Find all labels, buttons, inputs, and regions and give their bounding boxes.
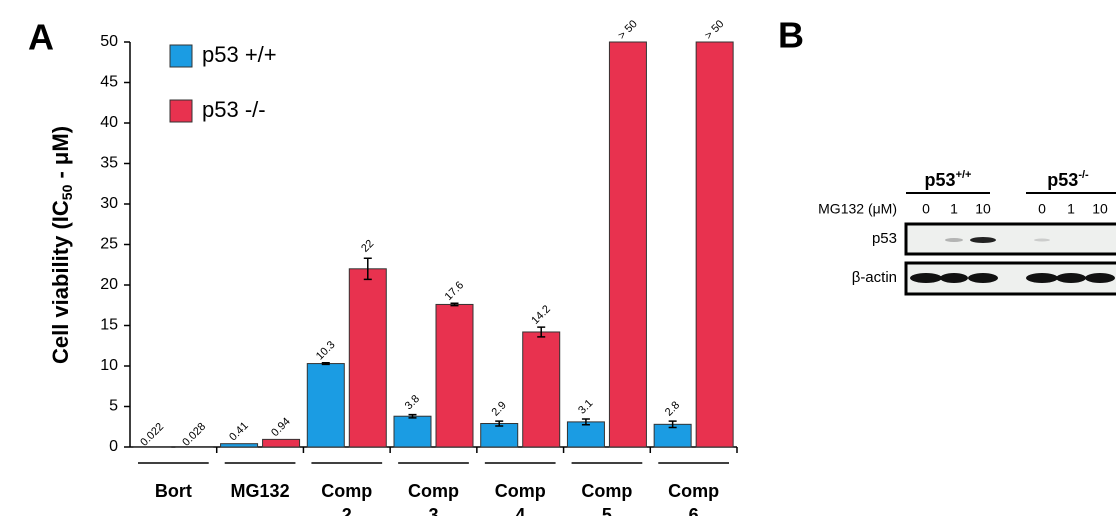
y-tick-label: 30: [100, 195, 118, 212]
legend-label: p53 -/-: [202, 97, 266, 122]
blot-band: [968, 273, 998, 283]
data-label: 0.41: [227, 420, 251, 444]
bar: [307, 364, 344, 447]
dose-label: 10: [1092, 201, 1108, 217]
y-label-sub: 50: [59, 184, 75, 200]
data-label: > 50: [616, 18, 640, 42]
y-tick-label: 5: [109, 398, 118, 415]
blot-band: [970, 237, 996, 243]
panel-label: B: [778, 15, 804, 56]
y-tick-label: 10: [100, 357, 118, 374]
bar: [436, 304, 473, 447]
legend-swatch: [170, 100, 192, 122]
chart: A Cell viability (IC50 - μM) B p53+/+ p5…: [0, 0, 1116, 516]
blot-band: [1085, 273, 1115, 283]
x-tick-label: Comp 3: [408, 479, 459, 516]
x-tick-label: Comp 4: [495, 479, 546, 516]
data-label: 14.2: [529, 303, 553, 327]
legend-label: p53 +/+: [202, 42, 277, 67]
x-tick-label: MG132: [231, 479, 290, 503]
data-label: > 50: [703, 18, 727, 42]
y-axis-label: Cell viability (IC50 - μM): [48, 126, 75, 364]
data-label: 2.8: [663, 399, 682, 418]
y-tick-label: 25: [100, 236, 118, 253]
data-label: 3.1: [576, 397, 595, 416]
blot-band: [940, 273, 968, 283]
blot-band: [1034, 239, 1050, 242]
bar: [696, 42, 733, 447]
treatment-label: MG132 (μM): [818, 201, 897, 217]
bar: [523, 332, 560, 447]
group-label: p53+/+: [925, 169, 972, 190]
data-label: 22: [359, 238, 376, 255]
data-label: 0.94: [269, 416, 293, 440]
data-label: 10.3: [314, 339, 338, 363]
dose-label: 1: [950, 201, 958, 217]
blot-band: [1026, 273, 1058, 283]
y-tick-label: 20: [100, 276, 118, 293]
blot-band: [1056, 273, 1086, 283]
figure: A Cell viability (IC50 - μM) B p53+/+ p5…: [0, 0, 1116, 516]
row-label: β-actin: [852, 269, 897, 286]
y-tick-label: 35: [100, 155, 118, 172]
dose-label: 1: [1067, 201, 1075, 217]
bar: [609, 42, 646, 447]
x-tick-label: Comp 5: [581, 479, 632, 516]
y-tick-label: 50: [100, 33, 118, 50]
x-tick-label: Comp 6: [668, 479, 719, 516]
group-name: p53: [1047, 170, 1078, 190]
bar: [263, 439, 300, 447]
y-tick-label: 45: [100, 74, 118, 91]
y-label-text: Cell viability (IC: [48, 200, 73, 364]
data-label: 0.022: [138, 421, 166, 449]
y-tick-label: 0: [109, 438, 118, 455]
dose-label: 0: [1038, 201, 1046, 217]
row-label: p53: [872, 230, 897, 247]
blot-band: [945, 238, 963, 242]
bar: [394, 416, 431, 447]
data-label: 3.8: [403, 393, 422, 412]
data-label: 2.9: [489, 399, 508, 418]
panel-label: A: [28, 17, 54, 58]
group-label: p53-/-: [1047, 169, 1089, 190]
data-label: 0.028: [180, 421, 208, 449]
y-tick-label: 40: [100, 114, 118, 131]
blot-band: [910, 273, 942, 283]
y-label-text: - μM): [48, 126, 73, 185]
group-name: p53: [925, 170, 956, 190]
blot-strip: [906, 224, 1116, 254]
data-label: 17.6: [443, 279, 467, 303]
y-tick-label: 15: [100, 317, 118, 334]
legend-swatch: [170, 45, 192, 67]
bar: [567, 422, 604, 447]
bar: [481, 424, 518, 447]
bar: [349, 269, 386, 447]
x-tick-label: Comp 2: [321, 479, 372, 516]
group-sup: +/+: [956, 169, 972, 181]
group-sup: -/-: [1078, 169, 1089, 181]
bar: [221, 444, 258, 447]
dose-label: 10: [975, 201, 991, 217]
x-tick-label: Bort: [155, 479, 192, 503]
dose-label: 0: [922, 201, 930, 217]
